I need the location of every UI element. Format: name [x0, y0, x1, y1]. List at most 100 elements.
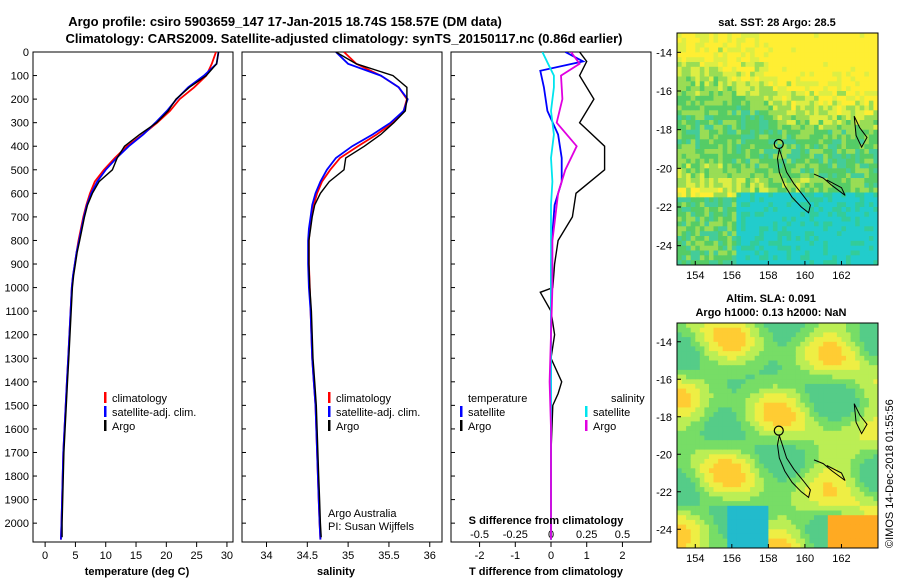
sst-map-cell: [772, 139, 779, 145]
sla-map-cell: [754, 393, 760, 399]
sla-map-cell: [836, 416, 843, 423]
sla-map-cell: [718, 444, 724, 451]
sst-map-cell: [846, 42, 852, 49]
sst-map-cell: [791, 134, 797, 140]
sst-map-cell: [699, 178, 705, 184]
sla-map-cell: [777, 421, 783, 427]
sst-map-cell: [809, 197, 815, 203]
sla-map-cell: [832, 533, 838, 540]
sst-map-cell: [741, 211, 747, 218]
sla-map-cell: [713, 346, 719, 352]
sla-map-cell: [868, 491, 875, 498]
sla-map-cell: [818, 426, 824, 432]
sla-map-cell: [763, 482, 769, 488]
sst-map-cell: [846, 71, 852, 78]
sst-map-cell: [772, 153, 779, 160]
sla-map-cell: [772, 501, 779, 507]
sst-map-cell: [823, 134, 829, 140]
sla-map-cell: [823, 529, 829, 535]
sla-map-cell: [846, 515, 852, 521]
sla-map-cell: [777, 458, 783, 465]
sla-map-cell: [873, 473, 878, 479]
sla-map-cell: [832, 388, 838, 394]
sst-map-cell: [846, 245, 852, 252]
sla-map-cell: [782, 416, 788, 423]
sst-map-cell: [786, 42, 792, 49]
sst-map-cell: [704, 76, 710, 82]
sst-map-cell: [823, 52, 829, 58]
sst-map-cell: [722, 66, 728, 73]
sla-map-cell: [763, 543, 769, 548]
sst-map-cell: [800, 139, 806, 145]
sst-map-cell: [736, 144, 742, 150]
s-difference-tick-label: -0.5: [470, 529, 489, 541]
sla-map-cell: [681, 398, 687, 404]
sst-map-cell: [841, 115, 847, 121]
sst-map-cell: [759, 71, 765, 78]
sla-map-cell: [809, 501, 815, 507]
sla-map-cell: [841, 538, 847, 544]
sla-map-cell: [846, 388, 852, 394]
depth-tick-label: 1200: [5, 330, 29, 342]
sst-map-cell: [731, 129, 737, 136]
sla-map-cell: [873, 369, 878, 376]
sst-map-cell: [804, 211, 811, 218]
sla-map-cell: [868, 524, 875, 530]
sla-map-cell: [777, 332, 783, 338]
sst-map-cell: [859, 260, 865, 265]
sst-map-cell: [795, 81, 801, 87]
sla-map-cell: [759, 524, 765, 530]
sst-map-cell: [795, 71, 801, 78]
sst-map-cell: [795, 187, 801, 194]
sst-map-cell: [818, 153, 824, 160]
sst-map-cell: [868, 57, 875, 63]
sst-map-cell: [836, 134, 843, 140]
sst-map-cell: [690, 192, 696, 198]
sst-map-cell: [836, 115, 843, 121]
sst-map-cell: [791, 139, 797, 145]
sla-map-cell: [777, 533, 783, 540]
sla-map-cell: [823, 482, 829, 488]
sla-map-cell: [804, 369, 811, 376]
sla-map-cell: [782, 332, 788, 338]
sst-map-cell: [841, 168, 847, 174]
sst-map-cell: [850, 187, 856, 194]
sla-map-cell: [709, 529, 715, 535]
sst-map-cell: [818, 52, 824, 58]
sla-map-cell: [727, 365, 733, 371]
sst-map-cell: [713, 37, 719, 44]
sst-map-cell: [722, 149, 728, 155]
sla-map-cell: [814, 430, 820, 437]
sst-map-cell: [818, 91, 824, 97]
sst-map-cell: [777, 86, 783, 92]
sst-map-cell: [727, 52, 733, 58]
s-difference-xlabel: S difference from climatology: [469, 515, 625, 527]
sla-map-cell: [704, 529, 710, 535]
sla-map-cell: [741, 496, 747, 502]
sst-map-cell: [795, 115, 801, 121]
sla-map-cell: [832, 449, 838, 455]
sst-map-cell: [754, 216, 760, 223]
sst-map-cell: [795, 37, 801, 44]
sla-map-cell: [727, 473, 733, 479]
sla-map-cell: [859, 379, 865, 385]
sst-map-cell: [777, 187, 783, 194]
sla-map-cell: [699, 449, 705, 455]
sla-map-cell: [768, 402, 774, 408]
sst-map-cell: [786, 52, 792, 58]
sla-map-cell: [864, 449, 870, 455]
sla-map-cell: [782, 337, 788, 343]
sla-map-cell: [850, 515, 856, 521]
sla-map-cell: [814, 440, 820, 446]
sst-map-cell: [841, 163, 847, 169]
sst-map-cell: [850, 95, 856, 102]
sla-map-ytick-label: -20: [656, 449, 672, 461]
sla-map-cell: [695, 454, 701, 460]
sst-map-cell: [827, 221, 833, 227]
sla-map-cell: [804, 449, 811, 455]
sst-map-cell: [681, 144, 687, 150]
sst-map-cell: [800, 62, 806, 68]
sla-map-cell: [741, 327, 747, 333]
sst-map-cell: [827, 236, 833, 242]
sst-map-cell: [727, 173, 733, 179]
